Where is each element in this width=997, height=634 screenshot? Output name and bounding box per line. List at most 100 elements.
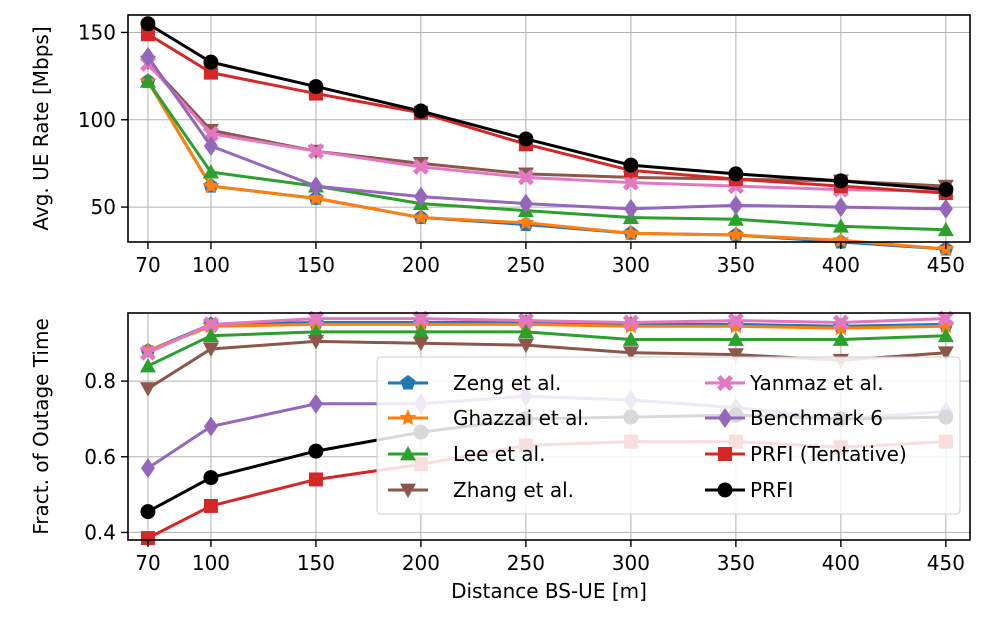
- series-zhang-et-al: [139, 55, 954, 195]
- x-tick-label: 300: [612, 253, 650, 277]
- data-point-lee-et-al: [517, 323, 534, 339]
- x-tick-label: 70: [135, 253, 160, 277]
- data-point-ghazzai-et-al: [307, 315, 325, 332]
- data-point-prfi: [140, 504, 156, 520]
- data-point-benchmark-6: [203, 135, 218, 156]
- data-point-benchmark-6: [833, 197, 848, 218]
- data-point-ghazzai-et-al: [727, 317, 745, 334]
- x-tick-label: 250: [507, 551, 545, 575]
- data-point-prfi-tentative: [203, 498, 218, 513]
- x-tick-label: 300: [612, 551, 650, 575]
- data-point-prfi-tentative: [203, 65, 218, 80]
- data-point-ghazzai-et-al: [307, 189, 325, 206]
- data-point-benchmark-6: [938, 198, 953, 219]
- data-point-yanmaz-et-al: [832, 314, 849, 331]
- data-point-lee-et-al: [937, 221, 954, 237]
- legend-marker: [717, 482, 733, 498]
- data-point-lee-et-al: [727, 331, 744, 346]
- data-point-prfi: [203, 470, 219, 486]
- data-point-ghazzai-et-al: [412, 315, 430, 332]
- data-point-prfi-tentative: [308, 472, 323, 487]
- data-point-benchmark-6: [518, 193, 533, 214]
- data-point-prfi: [413, 103, 429, 119]
- y-tick-label: 100: [78, 108, 116, 132]
- data-point-yanmaz-et-al: [517, 312, 534, 329]
- x-tick-label: 450: [927, 253, 965, 277]
- data-point-ghazzai-et-al: [412, 208, 430, 225]
- legend-marker: [718, 447, 732, 461]
- x-tick-label: 100: [192, 253, 230, 277]
- data-point-benchmark-6: [308, 176, 323, 197]
- data-point-lee-et-al: [727, 211, 744, 226]
- legend-label: PRFI: [750, 478, 793, 502]
- data-point-yanmaz-et-al: [937, 310, 954, 327]
- data-point-prfi: [308, 443, 324, 459]
- data-point-ghazzai-et-al: [622, 224, 640, 241]
- series-lee-et-al: [139, 323, 954, 373]
- y-tick-label: 0.8: [84, 369, 116, 393]
- legend-entry-lee-et-al: Lee et al.: [388, 442, 545, 466]
- x-tick-label: 350: [717, 551, 755, 575]
- series-benchmark-6: [140, 46, 953, 219]
- legend-entry-prfi: PRFI: [705, 478, 793, 502]
- data-point-prfi: [833, 173, 849, 189]
- y-axis-label: Avg. UE Rate [Mbps]: [29, 26, 53, 230]
- x-tick-label: 400: [822, 253, 860, 277]
- data-point-yanmaz-et-al: [202, 316, 219, 333]
- data-point-zhang-et-al: [412, 336, 429, 352]
- data-point-zhang-et-al: [937, 346, 954, 361]
- data-point-zhang-et-al: [517, 338, 534, 354]
- data-point-zhang-et-al: [622, 346, 639, 361]
- y-tick-label: 150: [78, 20, 116, 44]
- data-point-prfi: [308, 79, 324, 95]
- data-point-lee-et-al: [202, 164, 219, 179]
- data-point-prfi: [938, 182, 954, 198]
- legend-marker: [400, 483, 416, 498]
- data-point-yanmaz-et-al: [307, 143, 324, 160]
- plot-frame: [127, 312, 971, 541]
- data-point-yanmaz-et-al: [517, 169, 534, 186]
- x-tick-label: 250: [507, 253, 545, 277]
- y-tick-label: 0.6: [84, 445, 116, 469]
- legend-label: Benchmark 6: [750, 406, 883, 430]
- series-lee-et-al: [139, 73, 954, 237]
- x-tick-label: 200: [402, 551, 440, 575]
- series-line-prfi: [147, 22, 946, 192]
- data-point-prfi: [623, 157, 639, 173]
- y-tick-label: 50: [91, 195, 116, 219]
- data-point-prfi: [728, 166, 744, 182]
- x-tick-label: 450: [927, 551, 965, 575]
- x-tick-label: 350: [717, 253, 755, 277]
- legend-marker: [718, 408, 732, 428]
- data-point-benchmark-6: [308, 393, 323, 414]
- data-point-ghazzai-et-al: [937, 317, 955, 334]
- data-point-ghazzai-et-al: [832, 231, 850, 248]
- data-point-ghazzai-et-al: [832, 319, 850, 336]
- data-point-zhang-et-al: [202, 342, 219, 357]
- legend-marker: [399, 409, 417, 426]
- x-tick-label: 150: [297, 551, 335, 575]
- data-point-lee-et-al: [937, 327, 954, 343]
- legend-entry-benchmark-6: Benchmark 6: [705, 406, 883, 430]
- legend-marker: [400, 375, 416, 390]
- data-point-lee-et-al: [307, 323, 324, 339]
- data-point-lee-et-al: [832, 331, 849, 346]
- legend-label: Zeng et al.: [453, 371, 561, 395]
- data-point-prfi-tentative: [140, 531, 155, 546]
- series-line-prfi-tentative: [147, 32, 946, 195]
- data-point-lee-et-al: [832, 218, 849, 233]
- legend-label: Ghazzai et al.: [453, 406, 589, 430]
- legend-entry-yanmaz-et-al: Yanmaz et al.: [705, 371, 884, 395]
- legend-label: Zhang et al.: [453, 478, 574, 502]
- data-point-lee-et-al: [202, 327, 219, 343]
- data-point-benchmark-6: [623, 198, 638, 219]
- x-tick-label: 150: [297, 253, 335, 277]
- data-point-zhang-et-al: [727, 348, 744, 363]
- legend-label: Yanmaz et al.: [749, 371, 884, 395]
- series-yanmaz-et-al: [139, 310, 954, 361]
- data-point-lee-et-al: [412, 323, 429, 339]
- data-point-yanmaz-et-al: [139, 344, 156, 361]
- data-point-ghazzai-et-al: [202, 177, 220, 194]
- data-point-yanmaz-et-al: [412, 310, 429, 327]
